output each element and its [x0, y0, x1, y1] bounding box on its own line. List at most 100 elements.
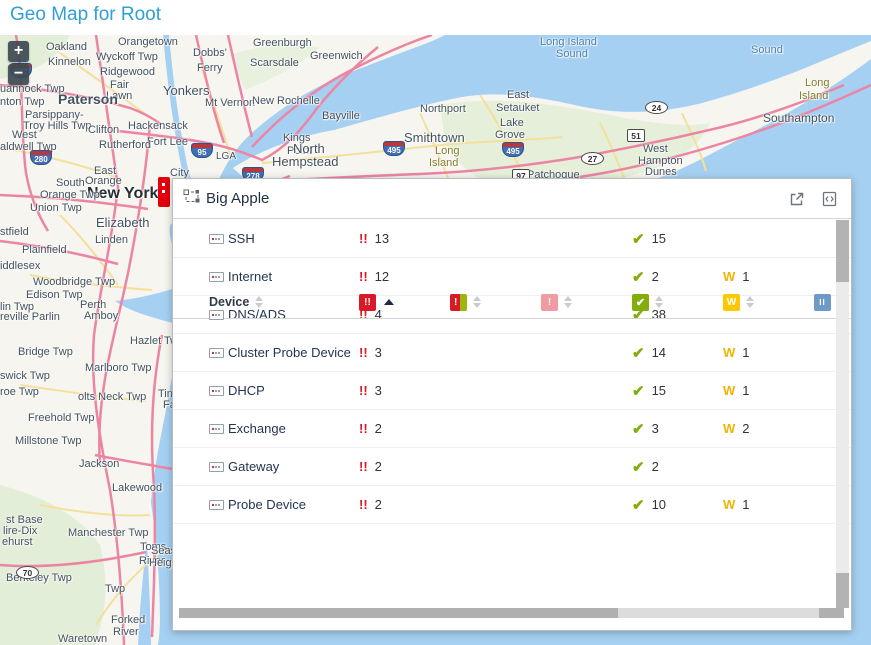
warning-glyph: W — [723, 421, 736, 436]
map-place-label: Greenburgh — [253, 37, 312, 49]
cell-down: !! 3 — [359, 334, 450, 371]
column-header-down-acknowledged[interactable]: ! — [541, 286, 632, 318]
device-name[interactable]: SSH — [173, 220, 359, 257]
popup-title: Big Apple — [206, 190, 270, 207]
map-place-label: East — [94, 165, 117, 177]
map-place-label: Long — [435, 145, 460, 157]
device-table: Device !!!! ✔ W II SSH!! 13 ✔ 15 Internet!! 12 ✔ 2… — [173, 220, 851, 630]
column-header-down[interactable]: !! — [359, 286, 450, 318]
cell-down-acknowledged — [541, 334, 632, 371]
down-glyph: !! — [359, 307, 368, 322]
cell-up: ✔ 3 — [632, 410, 723, 447]
device-name[interactable]: Probe Device — [173, 486, 359, 523]
road-shield: 280 — [30, 150, 52, 165]
map-place-label: Kings — [283, 132, 311, 144]
device-name[interactable]: Exchange — [173, 410, 359, 447]
cell-down-acknowledged — [541, 448, 632, 485]
map-place-label: Ridgewood — [100, 66, 156, 78]
page-header: Geo Map for Root — [0, 0, 871, 35]
column-header-device[interactable]: Device — [173, 286, 359, 318]
map-place-label: South — [56, 177, 85, 189]
horizontal-scrollbar[interactable] — [179, 608, 844, 618]
device-row[interactable]: Exchange!! 2 ✔ 3 W 2 — [173, 410, 851, 448]
cell-down: !! 2 — [359, 410, 450, 447]
up-glyph: ✔ — [632, 268, 645, 286]
device-row[interactable]: Gateway!! 2 ✔ 2 — [173, 448, 851, 486]
map-place-label: City — [170, 167, 189, 179]
map-place-label: iddlesex — [0, 260, 41, 272]
device-name[interactable]: Internet — [173, 258, 359, 295]
device-icon — [209, 347, 224, 358]
map-place-label: Southampton — [763, 111, 835, 125]
map-place-label: Forked — [111, 614, 146, 626]
road-shield: 495 — [383, 141, 405, 156]
device-row[interactable]: Cluster Probe Device!! 3 ✔ 14 W 1 — [173, 334, 851, 372]
down-count: 2 — [374, 459, 382, 474]
map-place-label: olts Neck Twp — [78, 391, 147, 403]
cell-down: !! 12 — [359, 258, 450, 295]
map-place-label: Northport — [420, 103, 466, 115]
embed-code-icon[interactable] — [822, 191, 837, 207]
cell-warning — [723, 220, 814, 257]
map-marker-big-apple[interactable] — [158, 177, 170, 207]
map-place-label: Long Island — [540, 36, 597, 48]
horizontal-scrollbar-thumb[interactable] — [179, 608, 618, 618]
cell-down-acknowledged — [541, 372, 632, 409]
device-icon — [209, 499, 224, 510]
column-header-up[interactable]: ✔ — [632, 286, 723, 318]
map-place-label: Orange Twp — [40, 189, 100, 201]
map-place-label: Union Twp — [30, 202, 82, 214]
map-place-label: Elizabeth — [96, 215, 150, 230]
map-place-label: Bridge Twp — [18, 346, 73, 358]
device-name[interactable]: Cluster Probe Device — [173, 334, 359, 371]
down-glyph: !! — [359, 383, 368, 398]
up-count: 15 — [651, 231, 667, 246]
map-place-label: Waretown — [58, 633, 108, 645]
sort-arrows-icon — [746, 296, 754, 308]
map-place-label: Rutherford — [99, 139, 151, 151]
up-glyph: ✔ — [632, 382, 645, 400]
cell-down: !! 13 — [359, 220, 450, 257]
device-name[interactable]: Gateway — [173, 448, 359, 485]
map-place-label: North — [293, 141, 325, 156]
horizontal-scrollbar-block[interactable] — [819, 608, 844, 618]
map-place-label: Bayville — [322, 110, 360, 122]
down-glyph: !! — [359, 497, 368, 512]
vertical-scrollbar[interactable] — [836, 220, 849, 608]
up-glyph: ✔ — [632, 496, 645, 514]
device-row[interactable]: DHCP!! 3 ✔ 15 W 1 — [173, 372, 851, 410]
warning-status-icon: W — [723, 293, 740, 311]
device-row[interactable]: Probe Device!! 2 ✔ 10 W 1 — [173, 486, 851, 524]
column-header-down-partial[interactable]: ! — [450, 286, 541, 318]
map-place-label: st Base — [6, 514, 43, 526]
map-place-label: Orange — [85, 175, 122, 187]
map-place-label: uannock Twp — [0, 83, 65, 95]
map-place-label: Hazlet Twp — [130, 335, 185, 347]
device-row[interactable]: Internet!! 12 ✔ 2 W 1 — [173, 258, 851, 296]
cell-up: ✔ 2 — [632, 258, 723, 295]
up-count: 15 — [651, 383, 667, 398]
road-shield: 51 — [627, 129, 645, 142]
column-header-warning[interactable]: W — [723, 286, 814, 318]
map-place-label: Sound — [751, 44, 783, 56]
map-place-label: River — [139, 555, 165, 567]
up-glyph: ✔ — [632, 458, 645, 476]
sort-arrows-icon — [655, 296, 663, 308]
up-count: 2 — [651, 459, 659, 474]
device-name[interactable]: DHCP — [173, 372, 359, 409]
up-glyph: ✔ — [632, 230, 645, 248]
vertical-scrollbar-block[interactable] — [836, 573, 849, 608]
vertical-scrollbar-thumb[interactable] — [836, 220, 849, 282]
device-icon — [209, 309, 224, 320]
zoom-in-button[interactable]: + — [8, 41, 29, 62]
warning-glyph: W — [723, 269, 736, 284]
open-in-new-icon[interactable] — [789, 191, 805, 207]
device-icon — [209, 233, 224, 244]
map-place-label: Fair — [110, 79, 129, 91]
device-row[interactable]: SSH!! 13 ✔ 15 — [173, 220, 851, 258]
map-place-label: Parsippany- — [25, 109, 84, 121]
cell-down-partial — [450, 220, 541, 257]
zoom-out-button[interactable]: − — [8, 64, 29, 85]
map-place-label: Ferry — [197, 62, 223, 74]
